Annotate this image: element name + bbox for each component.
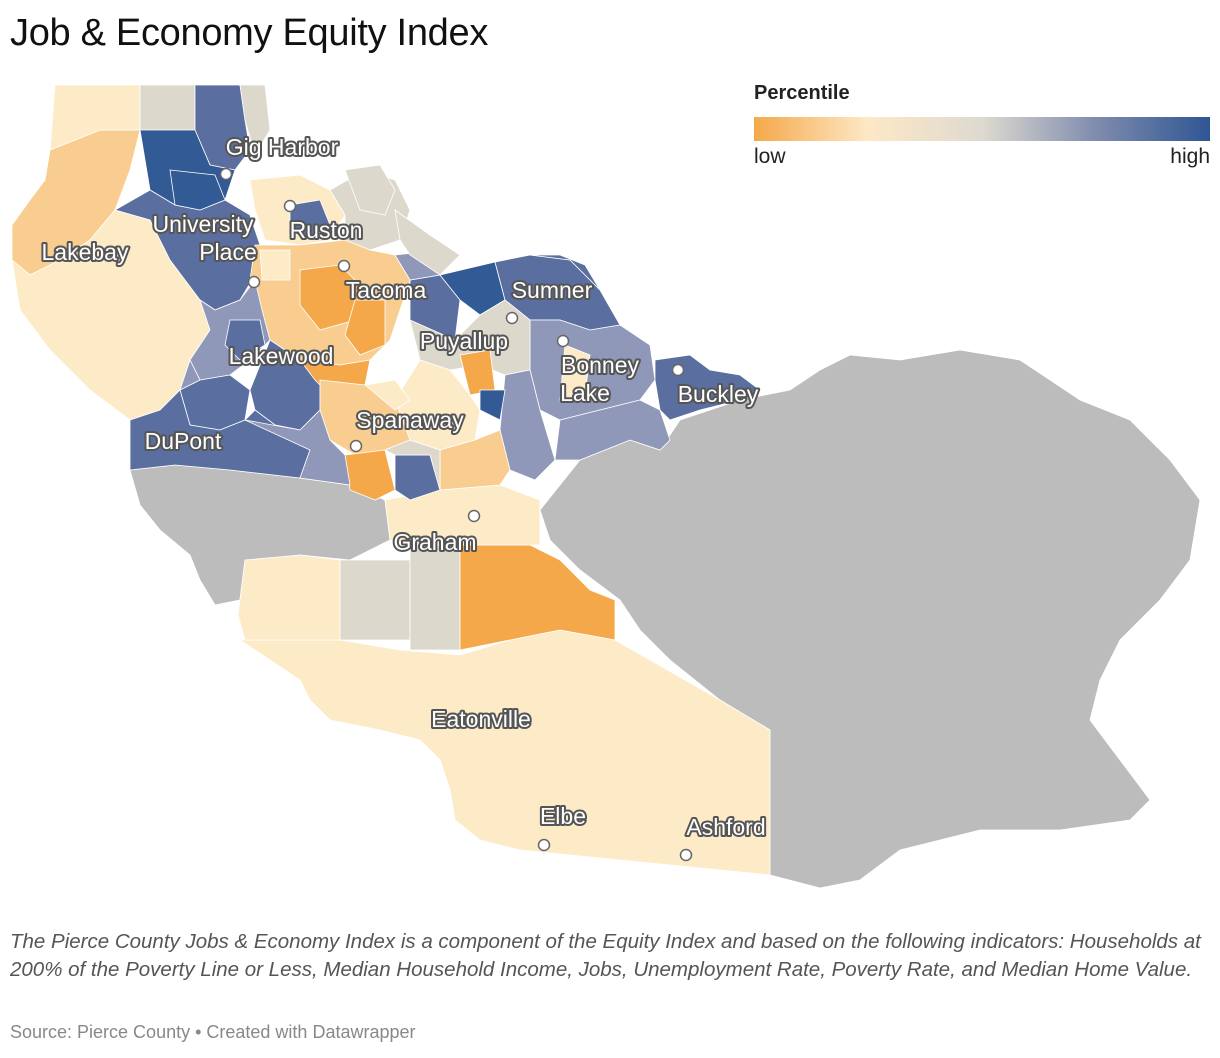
region-sumner-north: [529, 254, 601, 291]
city-marker-sumner: [505, 311, 519, 325]
legend-gradient-bar: [754, 117, 1210, 141]
city-label-dupont: DuPont: [145, 428, 222, 454]
region-dupont: [129, 389, 311, 479]
region-lakewood-hi: [224, 319, 266, 361]
region-ruston-high: [289, 199, 331, 241]
city-label-lakebay: Lakebay: [42, 239, 129, 265]
legend-high-label: high: [1170, 145, 1210, 168]
city-marker-elbe: [537, 838, 551, 852]
city-label-ruston: Ruston: [290, 217, 363, 243]
city-marker-buckley: [671, 363, 685, 377]
city-marker-university-place: [247, 275, 261, 289]
city-marker-ashford: [679, 848, 693, 862]
city-marker-graham: [467, 509, 481, 523]
region-tacoma-light: [259, 249, 291, 281]
region-steilacoom: [179, 358, 201, 391]
legend-low-label: low: [754, 145, 786, 168]
region-puyallup-south-hi: [479, 389, 506, 421]
city-label-spanaway: Spanaway: [356, 407, 464, 433]
city-label-buckley: Buckley: [678, 381, 759, 407]
region-tacoma-low-2: [344, 299, 386, 356]
city-label-bonney-lake: Bonney: [561, 352, 640, 378]
region-spanaway-light: [364, 379, 411, 411]
choropleth-map: [11, 84, 1201, 889]
region-buckley-west: [554, 399, 671, 461]
city-marker-bonney-lake: [556, 334, 570, 348]
legend-title: Percentile: [754, 82, 850, 104]
region-north-bay: [344, 164, 396, 216]
city-label-university-place: University: [153, 211, 254, 237]
city-label-eatonville: Eatonville: [431, 706, 531, 732]
city-label-graham: Graham: [393, 529, 476, 555]
city-marker-ruston: [283, 199, 297, 213]
city-marker-tacoma: [337, 259, 351, 273]
city-label-university-place: Place: [199, 239, 257, 265]
region-university-place-core: [169, 169, 226, 211]
city-label-elbe: Elbe: [540, 803, 586, 829]
city-label-ashford: Ashford: [686, 814, 765, 840]
region-bonney-lake-light: [559, 344, 591, 401]
city-label-sumner: Sumner: [512, 277, 593, 303]
city-label-lakewood: Lakewood: [229, 343, 334, 369]
chart-description: The Pierce County Jobs & Economy Index i…: [10, 930, 1201, 981]
city-label-gig-harbor: Gig Harbor: [226, 134, 339, 160]
region-north-key: [49, 84, 141, 151]
legend-labels: low high: [754, 145, 1210, 171]
chart-source: Source: Pierce County • Created with Dat…: [10, 1022, 416, 1042]
city-label-bonney-lake: Lake: [560, 380, 610, 406]
city-label-puyallup: Puyallup: [420, 328, 508, 354]
region-gig-harbor-east: [239, 84, 271, 156]
city-marker-gig-harbor: [219, 167, 233, 181]
region-fife: [394, 209, 461, 276]
city-marker-spanaway: [349, 439, 363, 453]
region-graham-low: [459, 544, 616, 651]
chart-title: Job & Economy Equity Index: [10, 12, 489, 54]
region-dupont-neutral: [244, 409, 351, 486]
region-spanaway-neutral: [384, 439, 441, 491]
city-label-tacoma: Tacoma: [346, 277, 427, 303]
legend: Percentile low high: [754, 82, 1210, 171]
